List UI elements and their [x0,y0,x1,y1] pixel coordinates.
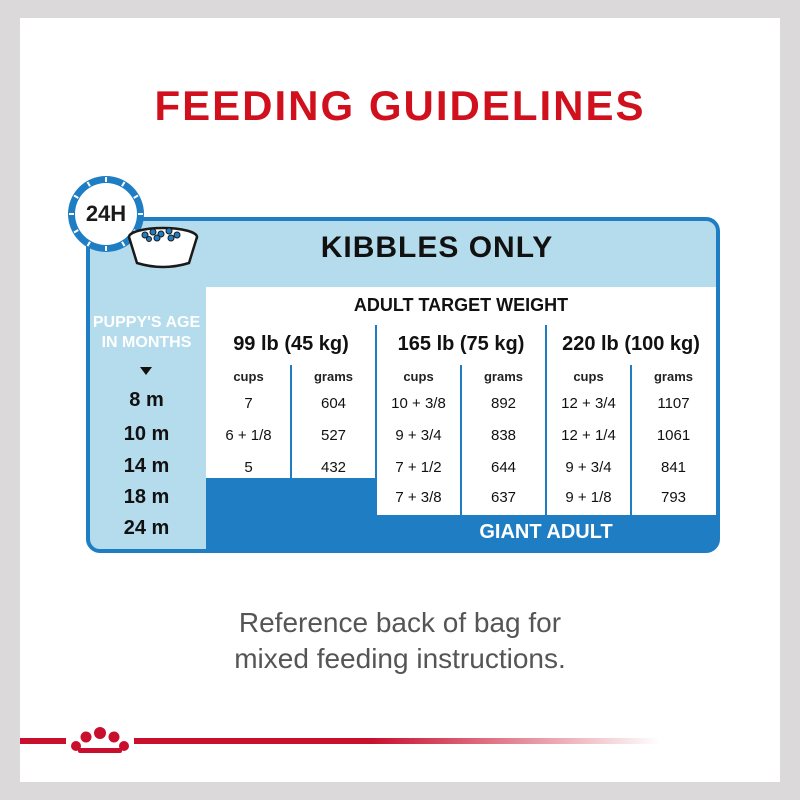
clock-label: 24H [85,201,127,226]
down-arrow-icon [140,367,152,375]
card-header: KIBBLES ONLY [320,231,554,264]
age-column: PUPPY'S AGE IN MONTHS 8 m 10 m 14 m 18 m… [86,287,207,553]
table-cell: 6 + 1/8 [225,427,272,444]
giant-adult-label: GIANT ADULT [479,521,613,543]
note-line1: Reference back of bag for [238,607,562,638]
age-heading-line1: PUPPY'S AGE [92,314,201,331]
weight-header: 165 lb (75 kg) [397,333,525,355]
weight-header: 99 lb (45 kg) [233,333,349,355]
table-cell: 841 [660,459,687,476]
table-cell: 7 [244,395,253,412]
table-cell: 793 [660,489,687,506]
table-cell: 604 [320,395,347,412]
table-cell: 5 [244,459,253,476]
age-item: 24 m [123,517,170,539]
table-cell: 527 [320,427,347,444]
giant-adult-bar [206,515,716,549]
mixed-feeding-note: Reference back of bag for mixed feeding … [0,605,800,677]
crown-icon [71,727,129,753]
age-item: 10 m [123,423,170,445]
brand-line [20,738,660,744]
column-divider [375,325,377,515]
cups-header: cups [573,369,604,384]
table-cell: 7 + 1/2 [395,459,442,476]
subcolumn-divider [290,365,292,478]
age-heading-line2: IN MONTHS [101,334,192,351]
table-cell: 1107 [657,395,690,412]
table-cell: 12 + 3/4 [561,395,616,412]
table-cell: 892 [490,395,517,412]
column-divider [545,325,547,515]
feeding-table: ADULT TARGET WEIGHT 99 lb (45 kg) 165 lb… [206,287,716,549]
age-item: 18 m [123,486,170,508]
table-cell: 10 + 3/8 [391,395,446,412]
table-cell: 432 [320,459,347,476]
grams-header: grams [483,369,524,384]
table-cell: 1061 [656,427,691,444]
table-cell: 7 + 3/8 [395,489,442,506]
table-cell: 12 + 1/4 [561,427,616,444]
cups-header: cups [403,369,434,384]
age-item: 14 m [123,455,170,477]
target-weight-label: ADULT TARGET WEIGHT [353,295,569,315]
clock-face: 24H [75,183,137,245]
subcolumn-divider [460,365,462,515]
page-title: FEEDING GUIDELINES [154,82,646,129]
subcolumn-divider [630,365,632,515]
table-cell: 838 [490,427,517,444]
table-cell: 9 + 3/4 [565,459,612,476]
age-item: 8 m [129,389,164,411]
table-cell: 9 + 3/4 [395,427,442,444]
age-heading: PUPPY'S AGE IN MONTHS [86,313,207,353]
royal-canin-crown-logo [66,722,134,756]
weight-header: 220 lb (100 kg) [562,333,700,355]
note-line2: mixed feeding instructions. [234,643,566,674]
kibble-bowl-icon [127,226,199,269]
grams-header: grams [653,369,694,384]
cups-header: cups [233,369,264,384]
table-cell: 637 [490,489,517,506]
table-cell: 644 [490,459,517,476]
table-cell: 9 + 1/8 [565,489,612,506]
grams-header: grams [313,369,354,384]
